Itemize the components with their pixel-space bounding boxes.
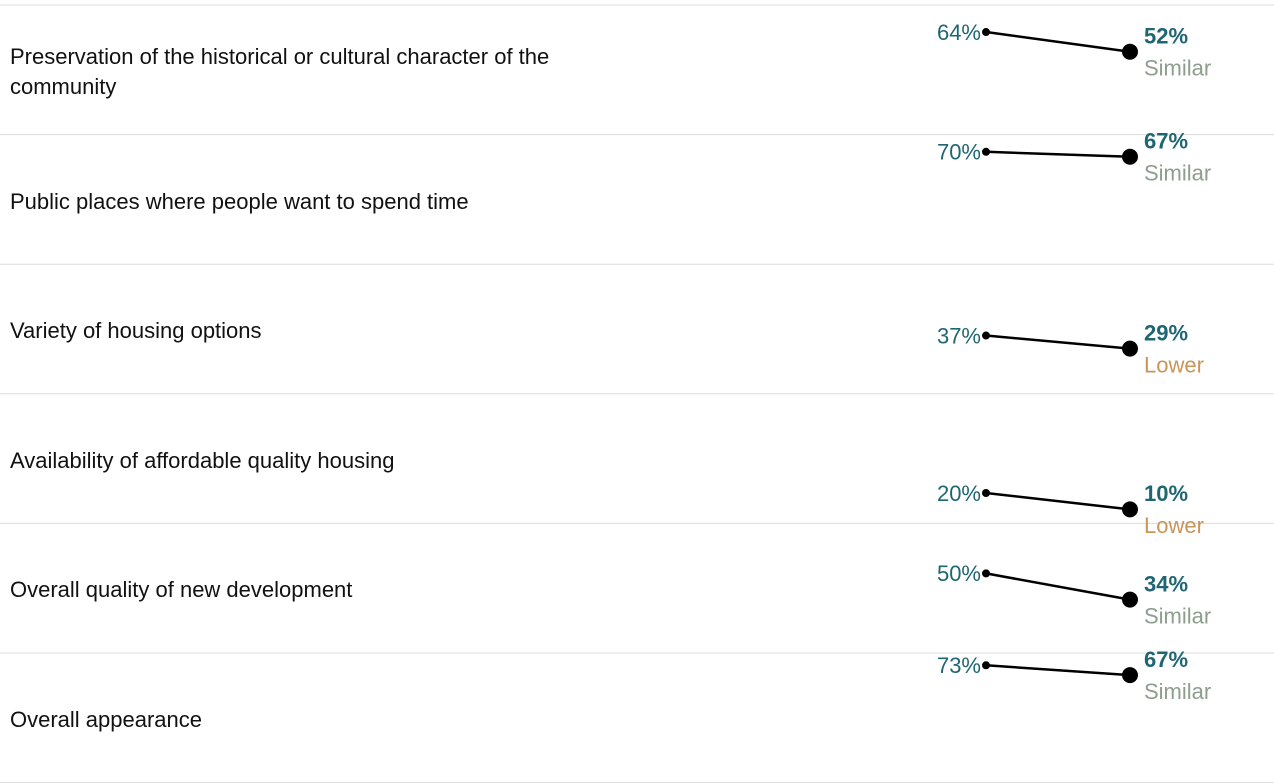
category-label: Preservation of the historical or cultur… [10,44,550,99]
end-dot [1122,340,1138,357]
comparison-label: Lower [1144,513,1204,538]
end-dot [1122,148,1138,165]
end-value-label: 10% [1144,481,1188,506]
comparison-label: Similar [1144,161,1211,186]
start-dot [982,489,990,497]
start-value-label: 64% [937,20,981,45]
end-value-label: 52% [1144,24,1188,49]
end-dot [1122,591,1138,608]
end-value-label: 67% [1144,129,1188,154]
start-value-label: 20% [937,481,981,506]
comparison-label: Similar [1144,679,1211,704]
slope-line [985,491,1131,511]
start-value-label: 70% [937,140,981,165]
category-label: Public places where people want to spend… [10,188,469,214]
end-dot [1122,43,1138,60]
category-label: Overall appearance [10,707,203,732]
slope-line [985,150,1131,158]
slope-line [985,30,1131,53]
start-value-label: 73% [937,653,981,678]
end-value-label: 67% [1144,647,1188,672]
category-label: Overall quality of new development [10,577,353,603]
end-dot [1122,667,1138,684]
slope-line [985,572,1131,601]
end-dot [1122,501,1138,518]
category-label: Variety of housing options [10,318,262,344]
start-dot [982,661,990,670]
start-dot [982,28,990,37]
start-value-label: 50% [937,561,981,586]
comparison-label: Lower [1144,352,1204,377]
start-dot [982,331,990,340]
start-dot [982,569,990,578]
start-value-label: 37% [937,323,981,348]
end-value-label: 34% [1144,571,1188,596]
comparison-label: Similar [1144,56,1211,81]
end-value-label: 29% [1144,320,1188,345]
slope-line [985,334,1131,350]
start-dot [982,147,990,156]
comparison-label: Similar [1144,603,1211,628]
slope-line [985,664,1131,677]
category-label: Availability of affordable quality housi… [10,447,395,473]
